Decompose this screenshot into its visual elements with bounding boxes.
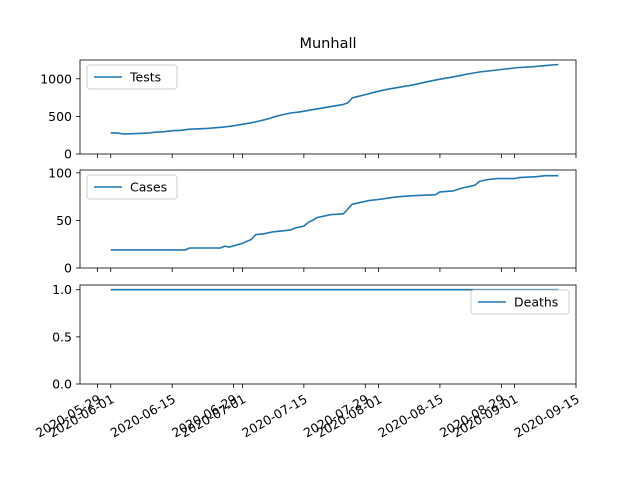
cases-series-line bbox=[110, 174, 559, 251]
tests-ytick-label: 500 bbox=[48, 109, 72, 124]
tests-axes-frame bbox=[79, 59, 577, 155]
cases-axes-frame bbox=[79, 169, 577, 269]
tests-series-line bbox=[110, 63, 559, 135]
cases-ytick-label: 0 bbox=[64, 261, 72, 276]
deaths-ytick-label: 0.5 bbox=[52, 329, 72, 344]
tests-ytick-label: 1000 bbox=[40, 71, 72, 86]
cases-legend-box bbox=[86, 174, 178, 200]
deaths-ytick-label: 1.0 bbox=[52, 282, 72, 297]
cases-legend-label: Cases bbox=[130, 180, 167, 195]
deaths-ytick-label: 0.0 bbox=[52, 377, 72, 392]
deaths-legend-box bbox=[470, 289, 570, 315]
tests-legend-label: Tests bbox=[129, 70, 161, 85]
tests-legend-box bbox=[86, 64, 178, 90]
cases-ytick-label: 50 bbox=[56, 213, 72, 228]
cases-ytick-label: 100 bbox=[48, 165, 72, 180]
chart-title: Munhall bbox=[299, 36, 356, 52]
deaths-axes-frame bbox=[79, 284, 577, 385]
tests-ytick-label: 0 bbox=[64, 147, 72, 162]
deaths-legend-label: Deaths bbox=[514, 295, 558, 310]
